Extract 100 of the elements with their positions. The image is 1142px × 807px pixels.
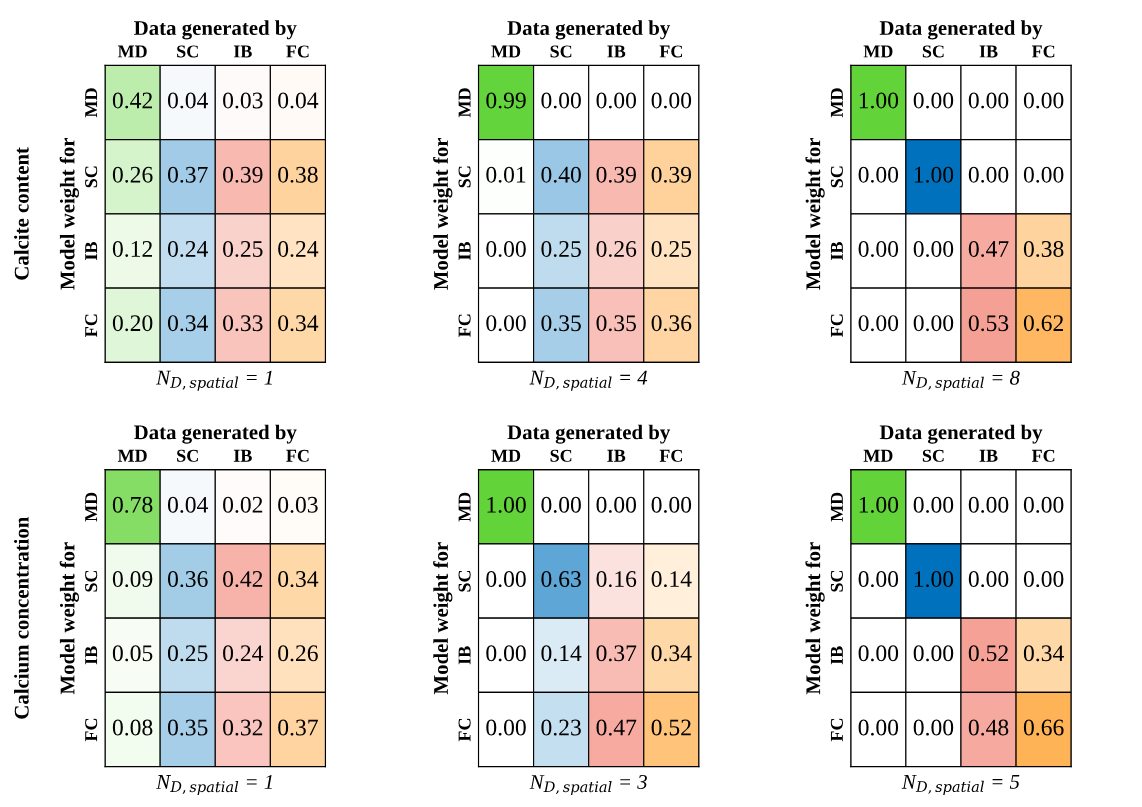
data-label: 0.47 [596,719,637,736]
data-label: 1.00 [914,571,954,588]
x-tick-label: FC [286,45,309,58]
data-label: 0.52 [651,719,691,736]
data-label: 0.26 [596,240,637,257]
x-tick-label: IB [233,45,252,58]
y-tick-label: SC [458,166,471,188]
y-tick-label: IB [830,646,843,665]
x-tick-label: IB [607,449,626,462]
x-axis-title: N$_{D,spatial}$ = 8 [901,370,1020,391]
x-tick-label: SC [550,45,572,58]
data-label: 0.00 [968,496,1009,513]
data-label: 0.33 [223,315,263,332]
x-tick-label: SC [550,449,572,462]
data-label: 0.00 [858,315,899,332]
data-label: 0.00 [651,92,692,109]
text: Calcium concentration [14,516,29,719]
y-tick-label: SC [830,570,843,592]
y-tick-label: FC [85,718,98,742]
y-tick-label: FC [830,314,843,337]
y-tick-label: MD [85,492,98,522]
data-label: 0.24 [167,240,209,257]
data-label: 0.00 [486,719,526,736]
data-label: 0.53 [968,315,1009,332]
chart-title: Data generated by [507,20,671,40]
data-label: 0.26 [112,166,153,183]
data-label: 0.26 [278,645,318,662]
data-label: 0.25 [167,645,208,662]
data-label: 0.32 [223,719,263,736]
x-axis-title: N$_{D,spatial}$ = 3 [529,774,647,796]
data-label: 0.35 [167,719,208,736]
x-tick-label: FC [286,449,309,462]
x-tick-label: SC [177,45,198,58]
data-label: 0.25 [651,240,692,257]
data-label: 0.39 [223,166,263,183]
x-tick-label: IB [979,45,998,58]
data-label: 0.04 [167,496,209,513]
data-label: 0.36 [651,315,692,332]
y-axis-title: Model weight for [805,542,825,695]
data-label: 0.35 [541,315,581,332]
y-tick-label: SC [458,570,471,592]
data-label: 0.36 [167,571,208,588]
data-label: 0.24 [223,645,264,662]
data-label: 0.00 [1023,166,1064,183]
y-tick-label: FC [85,314,98,337]
data-label: 0.00 [913,496,954,513]
data-label: 1.00 [859,92,899,109]
data-label: 0.04 [278,92,319,109]
data-label: 0.38 [278,166,318,183]
data-label: 0.23 [541,719,581,736]
x-axis-title: N$_{D,spatial}$ = 1 [156,370,272,391]
data-label: 0.02 [223,496,263,513]
data-label: 0.34 [1023,645,1064,662]
data-label: 0.00 [1023,496,1064,513]
data-label: 0.00 [486,240,526,257]
x-tick-label: IB [233,449,252,462]
data-label: 0.00 [968,166,1009,183]
y-tick-label: IB [85,646,98,665]
x-tick-label: MD [117,45,147,58]
chart-title: Data generated by [134,424,297,444]
data-label: 0.25 [223,240,263,257]
data-label: 0.42 [223,571,263,588]
data-label: 0.39 [651,166,692,183]
data-label: 0.01 [486,166,526,183]
x-axis-title: N$_{D,spatial}$ = 5 [901,774,1020,795]
x-tick-label: FC [659,45,683,58]
data-label: 0.00 [968,92,1009,109]
y-tick-label: MD [458,492,471,522]
data-label: 0.34 [651,645,692,662]
text: Calcite content [14,147,29,280]
data-label: 0.34 [278,315,319,332]
x-tick-label: MD [863,449,893,462]
data-label: 0.00 [486,315,526,332]
x-tick-label: SC [177,449,198,462]
data-label: 0.38 [1023,240,1064,257]
data-label: 0.47 [968,240,1009,257]
data-label: 0.00 [968,571,1009,588]
x-tick-label: SC [922,449,944,462]
y-axis-title: Model weight for [805,137,825,290]
data-label: 0.37 [278,719,318,736]
y-tick-label: FC [830,718,843,742]
data-label: 0.40 [541,166,581,183]
y-tick-label: FC [458,718,471,742]
data-label: 0.39 [596,166,636,183]
data-label: 0.00 [913,719,954,736]
data-label: 0.14 [651,571,692,588]
y-tick-label: MD [458,88,471,118]
data-label: 1.00 [914,166,954,183]
data-label: 0.00 [858,719,899,736]
data-label: 1.00 [859,496,899,513]
data-label: 0.00 [913,92,954,109]
x-tick-label: FC [1031,449,1055,462]
data-label: 0.34 [278,571,319,588]
x-tick-label: SC [922,45,944,58]
data-label: 0.35 [596,315,636,332]
y-tick-label: SC [85,570,98,592]
data-label: 0.00 [913,645,954,662]
data-label: 0.52 [968,645,1008,662]
data-label: 0.00 [596,92,637,109]
data-label: 0.66 [1023,719,1064,736]
